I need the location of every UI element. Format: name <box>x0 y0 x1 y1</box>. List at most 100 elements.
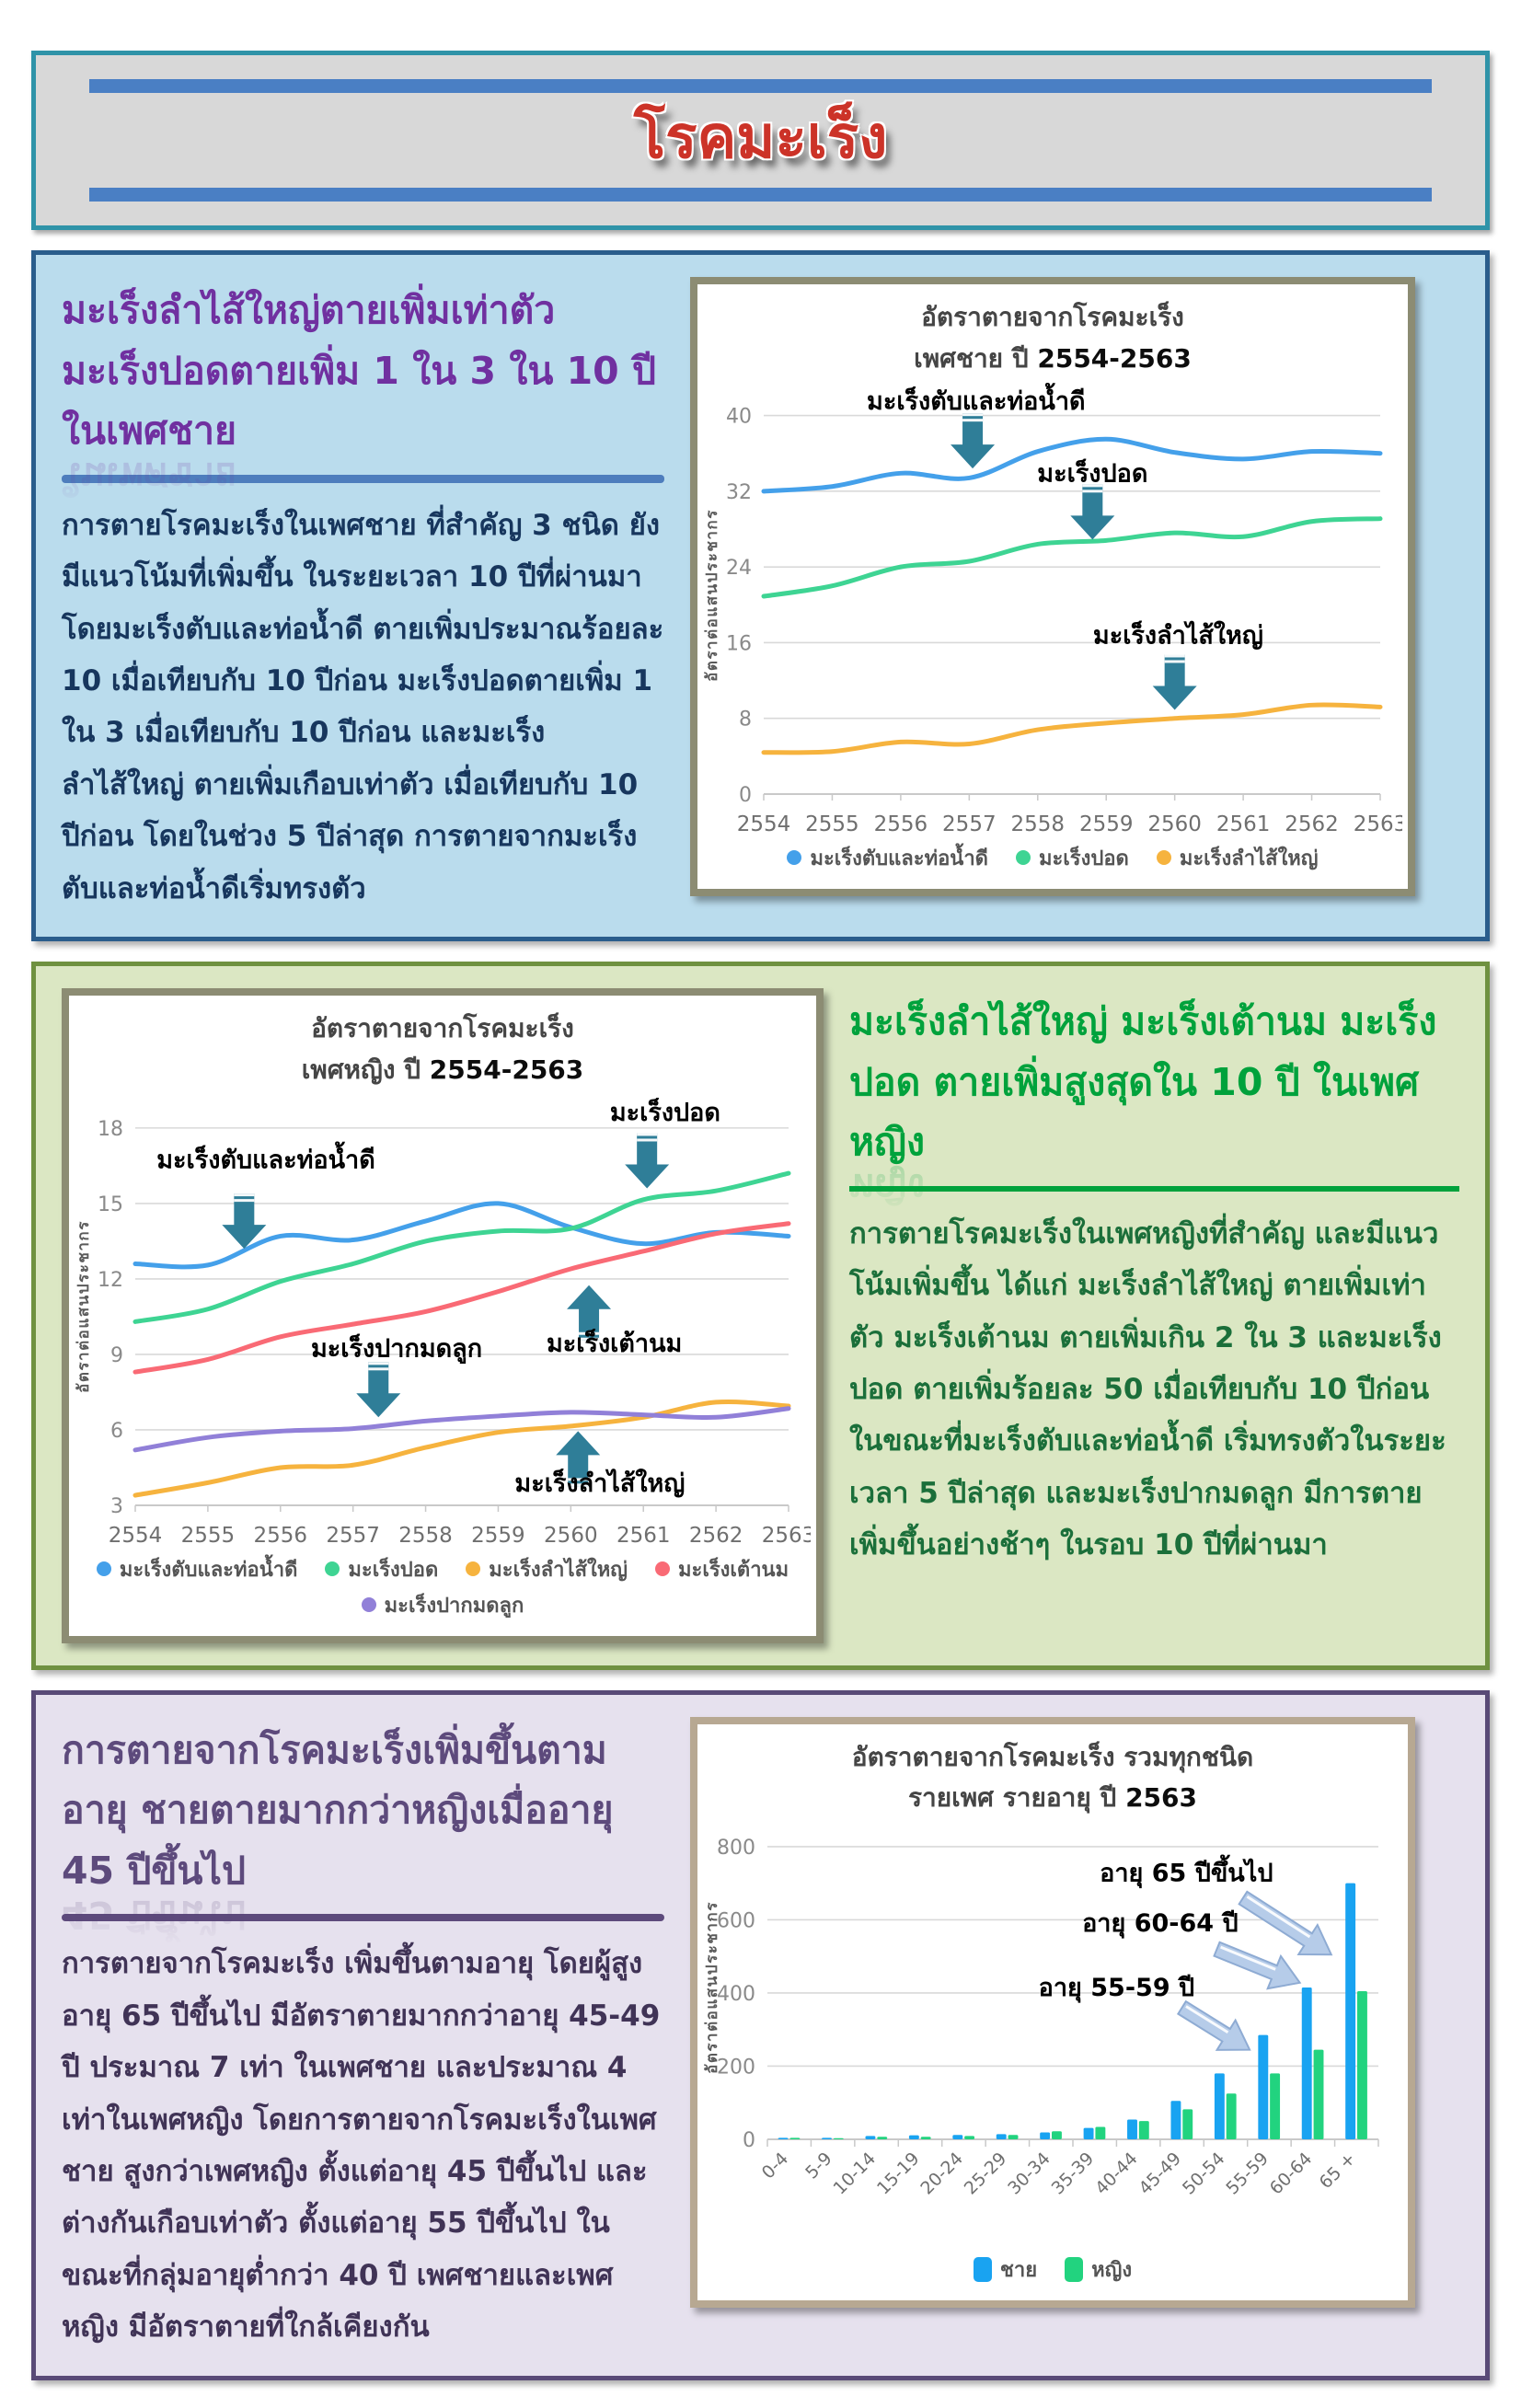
bar <box>1170 2101 1181 2140</box>
annotation: มะเร็งลำไส้ใหญ่ <box>1093 618 1263 710</box>
y-tick-label: 0 <box>739 784 752 807</box>
page-title: โรคมะเร็ง <box>633 103 888 172</box>
legend-item: มะเร็งปากมดลูก <box>361 1589 524 1621</box>
female-chart-card: อัตราตายจากโรคมะเร็ง เพศหญิง ปี 2554-256… <box>62 988 824 1643</box>
x-tick-label: 30-34 <box>1004 2149 1054 2199</box>
legend-swatch-icon <box>325 1561 340 1577</box>
section-female: อัตราตายจากโรคมะเร็ง เพศหญิง ปี 2554-256… <box>31 962 1490 1670</box>
y-tick-label: 18 <box>98 1117 123 1140</box>
series-line <box>133 1201 791 1269</box>
y-tick-label: 9 <box>110 1344 123 1367</box>
x-tick-label: 50-54 <box>1179 2149 1229 2199</box>
male-chart-title-line1: อัตราตายจากโรคมะเร็ง <box>921 302 1184 332</box>
bar <box>1083 2127 1094 2140</box>
legend-label: มะเร็งปอด <box>348 1558 439 1582</box>
series-line <box>133 1170 791 1324</box>
y-tick-label: 6 <box>110 1420 123 1443</box>
legend-swatch-icon <box>973 2257 992 2283</box>
annotation-label: มะเร็งเต้านม <box>547 1327 682 1358</box>
y-tick-label: 16 <box>726 632 752 655</box>
y-tick-label: 32 <box>726 480 752 503</box>
bar <box>920 2137 931 2140</box>
bar <box>1051 2131 1062 2140</box>
y-tick-label: 8 <box>739 708 752 731</box>
section-male: มะเร็งลำไส้ใหญ่ตายเพิ่มเท่าตัว มะเร็งปอด… <box>31 250 1490 942</box>
block-arrow-icon <box>625 1133 670 1189</box>
annotation-label: มะเร็งปอด <box>610 1096 720 1127</box>
annotation: มะเร็งลำไส้ใหญ่ <box>514 1430 685 1498</box>
legend-row: ชาย หญิง <box>973 2253 1132 2286</box>
x-tick-label: 2558 <box>398 1524 453 1548</box>
bar <box>908 2135 919 2140</box>
section-age: การตายจากโรคมะเร็งเพิ่มขึ้นตามอายุ ชายตา… <box>31 1689 1490 2380</box>
x-tick-label: 20-24 <box>916 2149 967 2199</box>
annotation-label: มะเร็งปากมดลูก <box>311 1331 482 1364</box>
section-male-divider <box>62 474 664 483</box>
bar <box>1345 1883 1356 2140</box>
annotation: มะเร็งปอด <box>610 1096 720 1189</box>
x-tick-label: 15-19 <box>873 2149 924 2199</box>
diagonal-arrow-icon <box>1213 1941 1302 1990</box>
annotation-label: อายุ 55-59 ปี <box>1039 1974 1195 2003</box>
block-arrow-icon <box>1152 654 1197 710</box>
section-age-body: การตายจากโรคมะเร็ง เพิ่มขึ้นตามอายุ โดยผ… <box>62 1947 661 2345</box>
x-tick-label: 2561 <box>616 1524 671 1548</box>
x-tick-label: 2559 <box>471 1524 525 1548</box>
legend-swatch-icon <box>361 1597 376 1613</box>
female-line-chart: 3 6 9 12 15 18 อัตราต่อแสนประชากร 2554 2555 2556 2… <box>75 1096 811 1548</box>
section-age-text-column: การตายจากโรคมะเร็งเพิ่มขึ้นตามอายุ ชายตา… <box>62 1717 664 2354</box>
block-arrow-icon <box>556 1430 601 1486</box>
x-tick-label: 2559 <box>1079 812 1134 836</box>
y-tick-label: 3 <box>110 1495 123 1518</box>
bar <box>1270 2073 1281 2140</box>
block-arrow-icon <box>356 1361 401 1417</box>
x-tick-label: 2556 <box>874 812 928 836</box>
legend-row: มะเร็งตับและท่อน้ำดี มะเร็งปอด มะเร็งลำไส้… <box>96 1553 789 1585</box>
x-tick-label: 0-4 <box>758 2149 793 2183</box>
legend-item: มะเร็งลำไส้ใหญ่ <box>466 1553 628 1585</box>
legend-row: มะเร็งปากมดลูก <box>361 1589 524 1621</box>
section-female-chart-column: อัตราตายจากโรคมะเร็ง เพศหญิง ปี 2554-256… <box>62 988 824 1643</box>
legend-item: หญิง <box>1065 2253 1132 2286</box>
legend-item: ชาย <box>973 2253 1037 2286</box>
x-tick-label: 65 + <box>1316 2149 1360 2193</box>
bar <box>1301 1987 1312 2140</box>
block-arrow-icon <box>951 412 996 468</box>
legend-label: มะเร็งปอด <box>1038 847 1129 870</box>
x-tick-label: 2562 <box>1285 812 1339 836</box>
x-tick-label: 2556 <box>254 1524 308 1548</box>
legend-swatch-icon <box>466 1561 481 1577</box>
x-tick-label: 2561 <box>1216 812 1271 836</box>
bar <box>1182 2109 1193 2140</box>
age-chart-title-line2: รายเพศ รายอายุ ปี <box>907 1782 1117 1814</box>
female-chart-title-line2: เพศหญิง ปี <box>301 1054 421 1085</box>
annotation-label: มะเร็งลำไส้ใหญ่ <box>1093 618 1263 650</box>
annotation: มะเร็งตับและท่อน้ำดี <box>867 382 1086 468</box>
annotation: มะเร็งตับและท่อน้ำดี <box>156 1140 375 1249</box>
legend-swatch-icon <box>1065 2257 1084 2283</box>
x-tick-label: 2557 <box>942 812 997 836</box>
legend-swatch-icon <box>787 850 802 866</box>
section-female-text-column: มะเร็งลำไส้ใหญ่ มะเร็งเต้านม มะเร็งปอด ต… <box>849 988 1459 1643</box>
x-tick-label: 25-29 <box>961 2149 1011 2199</box>
x-tick-label: 2555 <box>181 1524 236 1548</box>
section-age-divider <box>62 1914 664 1922</box>
male-chart-title: อัตราตายจากโรคมะเร็ง เพศชาย ปี 2554-2563 <box>914 297 1192 380</box>
annotation: มะเร็งเต้านม <box>547 1285 682 1358</box>
section-female-heading: มะเร็งลำไส้ใหญ่ มะเร็งเต้านม มะเร็งปอด ต… <box>849 999 1437 1165</box>
legend-label: มะเร็งลำไส้ใหญ่ <box>489 1558 628 1582</box>
legend-label: มะเร็งเต้านม <box>678 1558 789 1582</box>
x-tick-label: 2555 <box>805 812 859 836</box>
y-axis-title: อัตราต่อแสนประชากร <box>703 1901 721 2074</box>
bar <box>865 2136 876 2140</box>
y-tick-label: 15 <box>98 1193 123 1216</box>
legend-item: มะเร็งปอด <box>325 1553 438 1585</box>
block-arrow-icon <box>222 1192 267 1249</box>
female-chart-legend: มะเร็งตับและท่อน้ำดี มะเร็งปอด มะเร็งลำไส้… <box>96 1553 789 1621</box>
x-tick-label: 60-64 <box>1266 2149 1317 2199</box>
male-chart-legend: มะเร็งตับและท่อน้ำดี มะเร็งปอด มะเร็งลำไส้… <box>787 842 1319 874</box>
annotation: มะเร็งปากมดลูก <box>311 1331 482 1417</box>
legend-swatch-icon <box>655 1561 670 1577</box>
bar <box>833 2138 844 2140</box>
x-tick-label: 2554 <box>109 1524 163 1548</box>
